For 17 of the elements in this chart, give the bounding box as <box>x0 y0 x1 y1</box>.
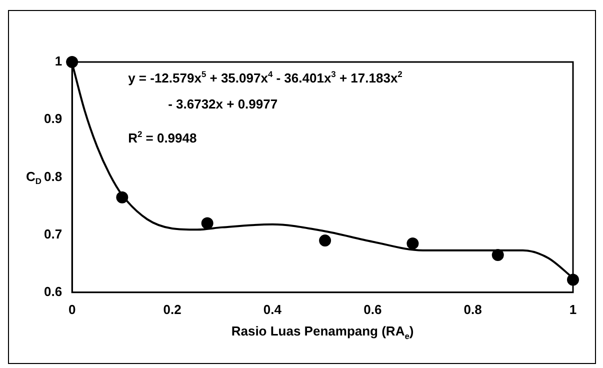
y-tick-label: 0.9 <box>44 111 62 126</box>
point <box>201 217 214 230</box>
y-tick-label: 0.7 <box>44 226 62 242</box>
y-tick-label: 0.8 <box>44 168 62 184</box>
point <box>406 237 419 250</box>
annotation: - 3.6732x + 0.9977 <box>168 96 278 112</box>
x-tick-label: 1 <box>569 302 577 317</box>
point <box>319 234 332 247</box>
x-tick-label: 0.6 <box>364 302 382 317</box>
y-tick-label: 0.6 <box>44 284 62 299</box>
x-tick-label: 0.4 <box>263 302 282 317</box>
x-tick-label: 0.8 <box>464 302 482 317</box>
x-tick-label: 0 <box>68 302 76 317</box>
point <box>116 191 128 204</box>
point <box>492 248 504 261</box>
x-tick-label: 0.2 <box>163 302 182 317</box>
y-tick-label: 1 <box>54 54 62 69</box>
